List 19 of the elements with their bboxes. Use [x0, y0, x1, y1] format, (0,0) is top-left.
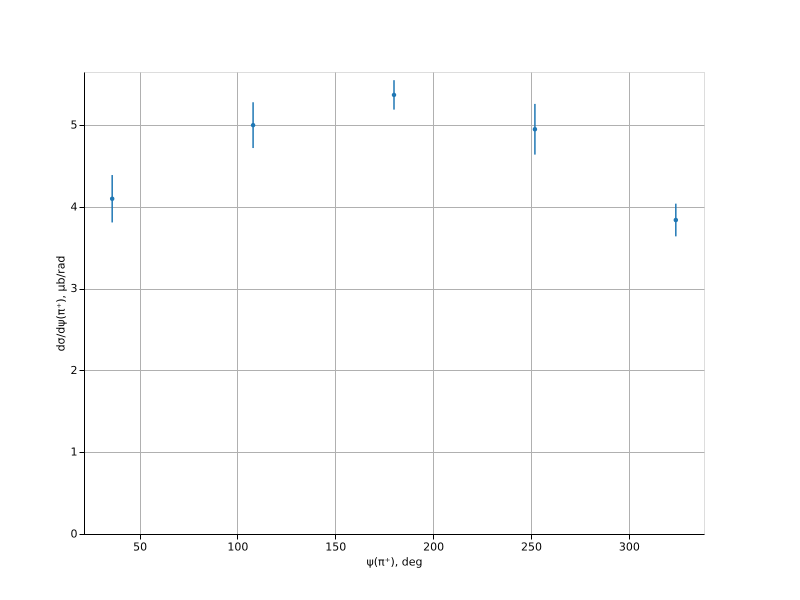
- x-tick-label: 50: [133, 540, 148, 554]
- x-axis-title: ψ(π⁺), deg: [366, 556, 422, 568]
- x-tick-label: 100: [227, 540, 248, 554]
- y-tick-label: 2: [70, 364, 78, 377]
- point: [110, 196, 114, 201]
- x-tick-label: 300: [618, 540, 640, 554]
- y-tick-label: 0: [70, 528, 78, 540]
- point: [532, 127, 538, 132]
- x-tick-label: 150: [325, 540, 346, 554]
- x-tick-label: 200: [423, 540, 444, 554]
- y-tick-label: 3: [70, 282, 78, 296]
- y-axis-title: dσ/dψ(π⁺), μb/rad: [54, 256, 68, 352]
- y-tick-label: 5: [70, 118, 78, 132]
- y-tick-label: 1: [70, 446, 78, 459]
- y-tick-label: 4: [70, 200, 78, 214]
- point: [674, 218, 678, 222]
- point: [392, 92, 396, 98]
- x-tick-label: 250: [520, 540, 542, 554]
- point: [250, 122, 256, 128]
